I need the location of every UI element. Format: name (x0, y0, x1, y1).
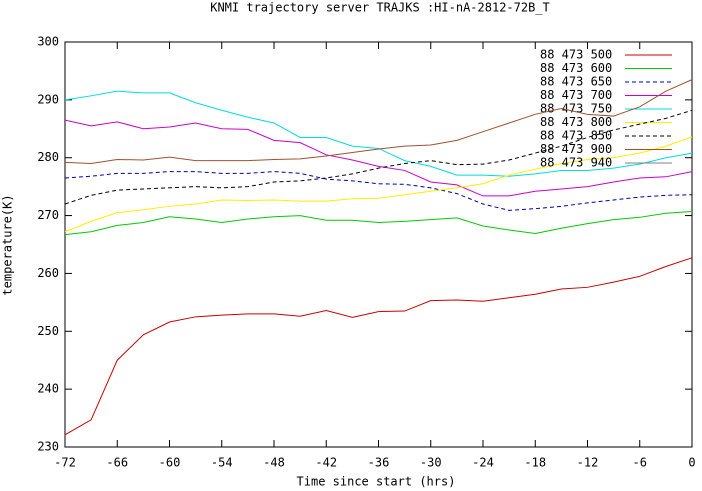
y-tick-label: 300 (37, 35, 59, 49)
x-tick-label: -54 (211, 456, 233, 470)
legend-label: 88 473 800 (540, 115, 612, 129)
x-tick-label: -42 (315, 456, 337, 470)
legend-label: 88 473 700 (540, 88, 612, 102)
x-tick-label: -18 (524, 456, 546, 470)
y-tick-label: 250 (37, 324, 59, 338)
y-tick-label: 240 (37, 382, 59, 396)
series-line (64, 109, 693, 205)
x-tick-label: -12 (577, 456, 599, 470)
x-tick-label: -66 (106, 456, 128, 470)
chart-title: KNMI trajectory server TRAJKS :HI-nA-281… (210, 1, 550, 15)
series-line (64, 257, 693, 436)
legend-label: 88 473 600 (540, 61, 612, 75)
y-tick-label: 290 (37, 92, 59, 106)
y-axis-label: temperature(K) (1, 194, 15, 295)
series-line (64, 136, 693, 233)
x-tick-label: -48 (263, 456, 285, 470)
y-tick-label: 280 (37, 150, 59, 164)
y-tick-label: 270 (37, 208, 59, 222)
legend-label: 88 473 850 (540, 129, 612, 143)
x-tick-label: -6 (633, 456, 647, 470)
x-tick-label: 0 (688, 456, 695, 470)
legend-label: 88 473 750 (540, 102, 612, 116)
series-line (64, 90, 693, 177)
legend-label: 88 473 650 (540, 75, 612, 89)
x-tick-label: -24 (472, 456, 494, 470)
x-tick-label: -72 (54, 456, 76, 470)
series-line (64, 171, 693, 211)
x-tick-label: -30 (420, 456, 442, 470)
x-tick-label: -36 (368, 456, 390, 470)
x-axis-label: Time since start (hrs) (297, 475, 456, 489)
y-tick-label: 260 (37, 266, 59, 280)
series-line (64, 211, 693, 236)
legend-label: 88 473 500 (540, 48, 612, 62)
x-tick-label: -60 (159, 456, 181, 470)
legend-label: 88 473 940 (540, 156, 612, 170)
y-tick-label: 230 (37, 440, 59, 454)
series-line (64, 119, 693, 197)
series-line (64, 79, 693, 165)
legend-label: 88 473 900 (540, 142, 612, 156)
